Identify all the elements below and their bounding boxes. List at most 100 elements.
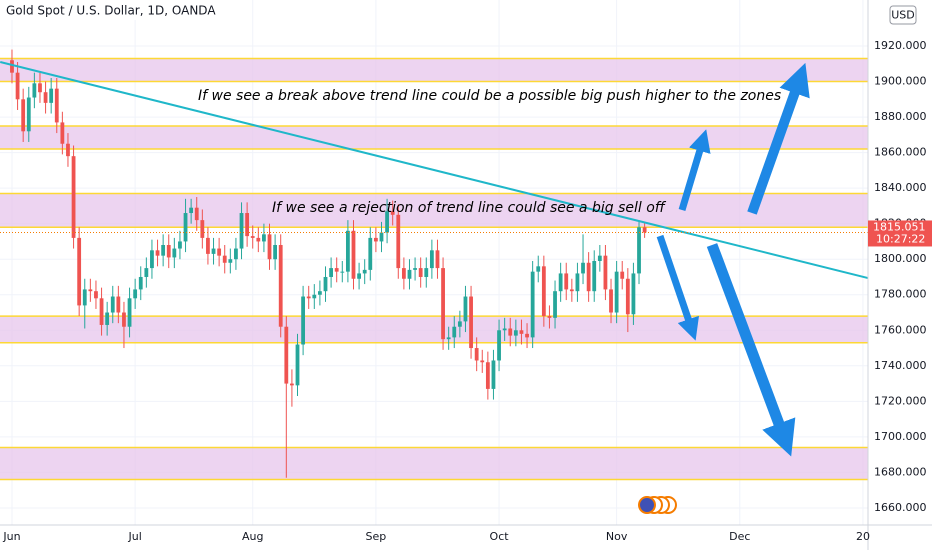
candle-body [373, 237, 378, 242]
chart-title: Gold Spot / U.S. Dollar, 1D, OANDA [6, 4, 216, 18]
candle-body [435, 250, 440, 269]
candle-body [637, 227, 641, 274]
candle-body [480, 360, 485, 363]
candle-body [150, 250, 154, 269]
candle-body [485, 362, 490, 389]
event-icons [638, 496, 677, 514]
candle-body [155, 250, 160, 256]
candle-body [474, 348, 479, 361]
candle-body [581, 262, 585, 274]
candle-body [564, 273, 569, 290]
candle-body [558, 273, 563, 292]
candle-body [329, 268, 333, 277]
candle-body [525, 333, 529, 338]
candle-body [620, 271, 625, 279]
candle-body [463, 296, 468, 322]
candle-body [295, 344, 300, 386]
event-icon [638, 496, 656, 514]
plot-area [0, 0, 869, 525]
candle-body [267, 234, 272, 260]
candle-body [71, 156, 76, 238]
candle-body [21, 99, 26, 132]
zone [0, 125, 868, 150]
candle-body [178, 241, 182, 249]
zone [0, 193, 868, 228]
candle-body [256, 237, 261, 242]
zone [0, 316, 868, 343]
candle-body [94, 291, 98, 299]
candle-body [189, 207, 194, 214]
candle-body [99, 298, 104, 325]
candle-body [166, 245, 171, 258]
annotation: If we see a break above trend line could… [198, 88, 781, 104]
candle-body [597, 255, 602, 261]
arrow-up-small [678, 129, 711, 212]
candle-body [569, 289, 574, 292]
y-tick-label: 1760.000 [874, 323, 927, 336]
y-tick-label: 1660.000 [874, 501, 927, 514]
candle-body [211, 248, 216, 254]
candle-body [250, 236, 255, 238]
y-tick-label: 1880.000 [874, 110, 927, 123]
candle-body [340, 271, 345, 273]
candle-body [592, 260, 597, 292]
candle-body [446, 337, 451, 340]
candle-body [133, 289, 138, 299]
candle-body [497, 330, 501, 361]
candle-body [161, 245, 166, 256]
last-price: 1815.051 [873, 220, 926, 233]
candle-body [513, 330, 518, 336]
candle-body [49, 88, 54, 103]
candle-body [110, 296, 115, 313]
candle-body [452, 326, 457, 338]
candle-body [424, 268, 429, 277]
x-tick-label: Aug [242, 530, 263, 543]
candle-body [323, 276, 328, 292]
candle-body [469, 296, 473, 349]
candle-body [396, 214, 401, 269]
candle-body [15, 72, 20, 100]
trend-line [0, 61, 869, 280]
candle-body [217, 248, 222, 256]
candle-body [362, 269, 367, 274]
y-tick-label: 1680.000 [874, 465, 927, 478]
arrow-down-big [706, 243, 796, 457]
candle-body [603, 255, 608, 290]
candle-body [379, 232, 384, 242]
candle-body [32, 83, 37, 98]
x-tick-label: Jul [128, 530, 142, 543]
candle-body [222, 255, 227, 263]
candle-body [318, 291, 322, 295]
candle-body [334, 268, 339, 272]
candle-body [245, 213, 250, 237]
currency-badge [889, 5, 917, 25]
zone [0, 58, 868, 82]
y-tick-label: 1860.000 [874, 146, 927, 159]
candle-body [575, 273, 580, 292]
candle-body [194, 207, 199, 221]
candle-body [77, 237, 82, 306]
candle-body [491, 360, 496, 389]
candle-body [429, 250, 434, 269]
x-tick-label: Dec [729, 530, 750, 543]
x-tick-label: Jun [2, 530, 20, 543]
arrow-down-small [656, 234, 699, 341]
candle-body [88, 289, 93, 292]
y-tick-label: 1900.000 [874, 75, 927, 88]
y-tick-label: 1720.000 [874, 394, 927, 407]
candle-body [553, 291, 557, 318]
candle-body [407, 269, 412, 279]
x-tick-label: Sep [366, 530, 387, 543]
y-tick-label: 1780.000 [874, 288, 927, 301]
candle-body [278, 245, 283, 327]
candle-body [105, 312, 110, 325]
arrow-up-big [747, 62, 810, 215]
candle-body [457, 321, 462, 327]
candle-body [273, 245, 278, 260]
candle-body [290, 383, 294, 386]
candle-body [262, 234, 266, 242]
candle-body [116, 296, 121, 313]
price-label-bg [868, 220, 932, 247]
x-tick-label: Nov [606, 530, 628, 543]
